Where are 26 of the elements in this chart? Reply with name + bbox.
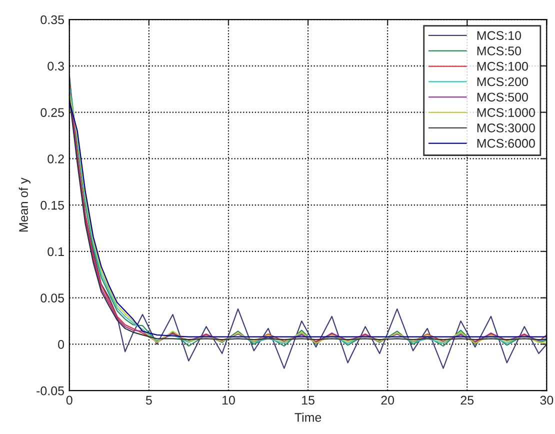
legend-label: MCS:3000 — [477, 124, 535, 132]
x-tick-label: 5 — [146, 396, 152, 405]
x-axis-title: Time — [294, 412, 322, 422]
y-tick-label: 0 — [58, 340, 64, 349]
x-tick-label: 15 — [302, 396, 314, 405]
legend-label: MCS:50 — [477, 46, 522, 56]
y-tick-label: 0.1 — [48, 247, 64, 256]
y-tick-label: 0.15 — [40, 200, 64, 210]
y-tick-label: 0.2 — [48, 154, 64, 164]
legend-label: MCS:10 — [477, 31, 522, 40]
legend-label: MCS:500 — [477, 92, 528, 102]
legend-label: MCS:200 — [477, 77, 528, 86]
y-tick-label: 0.35 — [40, 15, 64, 24]
x-tick-label: 20 — [381, 396, 394, 405]
y-tick-label: -0.05 — [36, 386, 64, 396]
x-tick-label: 30 — [540, 396, 554, 405]
legend-label: MCS:100 — [477, 62, 528, 71]
legend-label: MCS:1000 — [477, 108, 535, 117]
y-tick-label: 0.3 — [48, 62, 64, 71]
y-tick-label: 0.25 — [40, 108, 64, 117]
y-tick-label: 0.05 — [40, 294, 64, 302]
y-axis-title: Mean of y — [18, 178, 30, 232]
x-tick-label: 0 — [66, 396, 72, 405]
legend-label: MCS:6000 — [477, 138, 535, 148]
x-tick-label: 10 — [222, 396, 235, 405]
x-tick-label: 25 — [460, 396, 474, 405]
